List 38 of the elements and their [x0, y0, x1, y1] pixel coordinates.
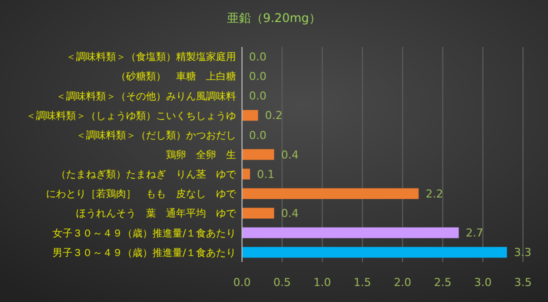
data-label: 0.0 — [249, 70, 266, 84]
data-label: 0.2 — [265, 109, 283, 122]
y-tick-label: 男子３０～４９（歳）推進量/１食あたり — [52, 246, 236, 259]
y-tick-label: ＜調味料類＞（食塩類）精製塩家庭用 — [66, 51, 236, 64]
y-tick-label: 鶏卵 全卵 生 — [166, 149, 236, 161]
x-tick-label: 0.0 — [233, 276, 251, 289]
chart-title: 亜鉛（9.20mg） — [226, 11, 322, 25]
y-tick-label: ほうれんそう 葉 通年平均 ゆで — [76, 208, 237, 220]
y-tick-label: ＜調味料類＞（だし類）かつおだし — [76, 129, 236, 142]
data-label: 0.4 — [281, 148, 299, 162]
data-label: 0.4 — [281, 207, 299, 220]
data-label: 0.0 — [249, 90, 266, 103]
y-tick-label: 女子３０～４９（歳）推進量/１食あたり — [52, 227, 236, 240]
bar — [242, 246, 507, 258]
x-tick-label: 3.5 — [514, 276, 532, 289]
bar — [242, 168, 250, 180]
data-label: 2.7 — [466, 226, 484, 240]
bar — [242, 188, 419, 200]
bar — [242, 227, 459, 238]
data-label: 0.0 — [249, 50, 266, 64]
data-label: 0.1 — [257, 168, 275, 181]
x-tick-label: 3.0 — [474, 276, 492, 289]
y-tick-label: ＜調味料類＞（しょうゆ類）こいくちしょうゆ — [26, 110, 236, 122]
x-tick-label: 1.0 — [314, 276, 332, 289]
y-tick-label: ＜調味料類＞（その他）みりん風調味料 — [56, 90, 236, 102]
y-tick-label: にわとり［若鶏肉］ もも 皮なし ゆで — [46, 188, 237, 200]
data-label: 3.3 — [514, 246, 532, 260]
x-tick-label: 2.5 — [434, 276, 452, 289]
bar — [242, 149, 274, 160]
bar — [242, 110, 258, 121]
x-tick-label: 1.5 — [354, 276, 372, 289]
x-tick-label: 0.5 — [273, 276, 291, 289]
x-tick-label: 2.0 — [394, 276, 412, 289]
data-label: 2.2 — [426, 187, 444, 200]
bar — [242, 208, 274, 219]
data-label: 0.0 — [249, 128, 266, 142]
y-tick-label: （たまねぎ類）たまねぎ りん茎 ゆで — [56, 168, 237, 181]
y-tick-label: （砂糖類） 車糖 上白糖 — [116, 70, 236, 83]
